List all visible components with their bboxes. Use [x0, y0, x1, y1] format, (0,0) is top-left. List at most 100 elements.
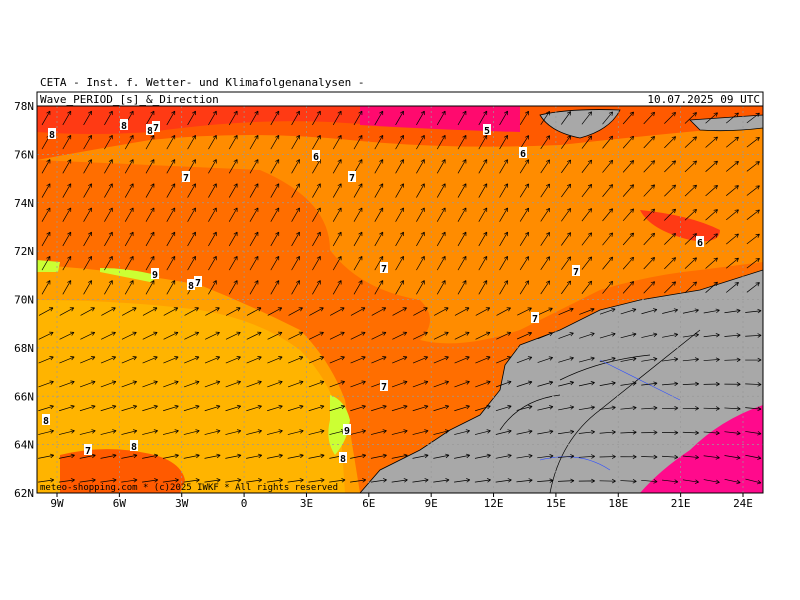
arrow	[371, 331, 387, 340]
arrow	[267, 307, 283, 316]
arrow	[329, 331, 345, 340]
contour-label: 8	[188, 281, 194, 292]
arrow	[745, 382, 762, 387]
arrow	[104, 110, 113, 126]
label-bg	[194, 276, 202, 287]
arrow	[516, 429, 533, 435]
arrow	[166, 183, 176, 198]
arrow	[457, 207, 467, 222]
arrow	[416, 255, 425, 271]
arrow	[163, 404, 179, 412]
arrow	[38, 429, 54, 435]
arrow	[684, 257, 697, 269]
arrow	[662, 308, 679, 314]
arrow	[684, 112, 697, 124]
arrow	[38, 356, 54, 364]
arrow	[436, 110, 446, 126]
arrow	[145, 231, 155, 247]
arrow	[682, 406, 699, 411]
arrow	[287, 380, 304, 388]
arrow	[478, 255, 488, 271]
arrow	[312, 231, 321, 247]
arrow	[184, 331, 200, 340]
field-zone	[360, 106, 520, 132]
arrow	[270, 207, 280, 222]
arrow	[41, 280, 51, 295]
arrow	[187, 231, 196, 247]
arrow	[703, 455, 720, 460]
arrow	[540, 207, 551, 222]
label-bg	[483, 124, 491, 135]
arrow	[208, 183, 217, 198]
arrow	[124, 255, 134, 271]
arrow	[370, 453, 387, 459]
arrow	[416, 159, 425, 174]
arrow	[249, 134, 259, 150]
contour-label: 7	[573, 267, 579, 278]
arrow	[724, 406, 741, 411]
arrow	[561, 256, 572, 270]
arrow	[478, 231, 488, 247]
arrow	[374, 255, 384, 271]
arrow	[374, 207, 384, 222]
arrow	[395, 255, 404, 271]
contour-label: 7	[381, 382, 387, 393]
arrow	[225, 404, 242, 412]
arrow	[620, 405, 637, 411]
arrow	[745, 308, 762, 314]
arrow	[499, 280, 508, 295]
arrow	[519, 280, 530, 295]
arrow	[436, 134, 446, 150]
contour-label: 7	[381, 264, 387, 275]
arrow	[41, 183, 51, 198]
contour-label: 8	[340, 454, 346, 465]
arrow	[416, 110, 425, 126]
arrow	[228, 110, 238, 126]
arrow	[266, 429, 283, 435]
arrow	[581, 111, 593, 125]
arrow	[622, 232, 635, 246]
arrow	[121, 356, 137, 364]
arrow	[643, 208, 656, 221]
arrow	[684, 281, 697, 294]
label-bg	[187, 279, 195, 290]
lon-label: 12E	[484, 497, 504, 510]
arrow	[208, 110, 217, 126]
arrow	[602, 184, 614, 197]
arrow	[332, 231, 342, 247]
arrow	[208, 159, 217, 174]
label-bg	[152, 121, 160, 132]
arrow	[475, 331, 491, 340]
arrow	[436, 183, 446, 198]
arrow	[104, 280, 113, 295]
lon-label: 18E	[608, 497, 628, 510]
arrow	[499, 134, 508, 150]
arrow	[540, 232, 551, 246]
arrow	[664, 257, 676, 270]
arrow	[540, 135, 551, 150]
arrow	[270, 255, 280, 271]
arrow	[205, 331, 220, 340]
arrow	[228, 159, 238, 174]
arrow	[395, 183, 404, 198]
arrow	[41, 159, 51, 174]
arrow	[204, 429, 221, 435]
arrow	[163, 307, 179, 316]
arrow	[246, 429, 262, 435]
arrow	[478, 110, 488, 126]
arrow	[454, 429, 470, 435]
arrow	[100, 429, 117, 435]
arrow	[599, 478, 616, 484]
arrow	[145, 134, 155, 150]
arrow	[705, 257, 718, 269]
lat-label: 68N	[14, 342, 34, 355]
label-bg	[84, 444, 92, 455]
arrow	[228, 207, 238, 222]
arrow	[599, 430, 616, 435]
arrow	[726, 185, 739, 196]
arrow	[705, 184, 718, 197]
arrow	[684, 208, 697, 221]
field-zone	[60, 449, 185, 493]
arrow	[682, 381, 699, 387]
